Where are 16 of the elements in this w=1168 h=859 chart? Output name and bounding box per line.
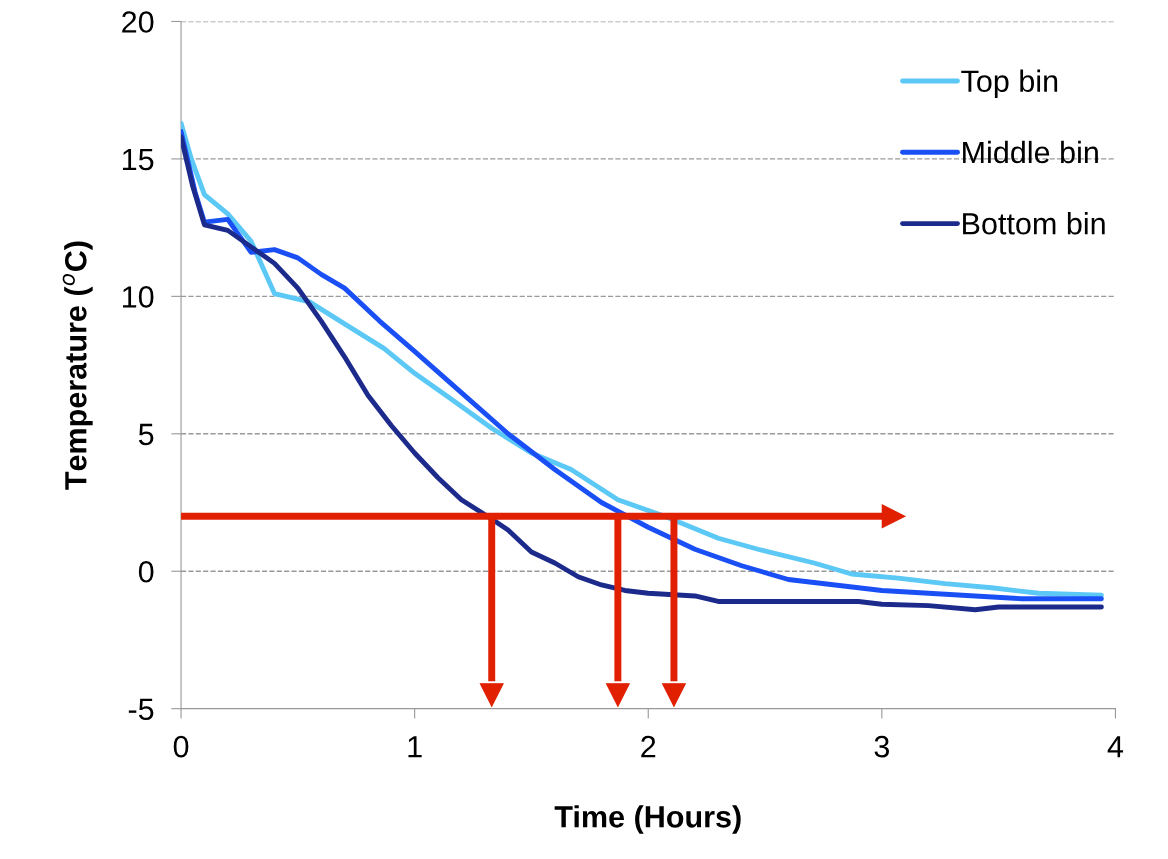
y-tick-label: -5 <box>128 698 154 721</box>
x-tick-label: 0 <box>173 735 189 758</box>
y-tick-label: 10 <box>123 286 154 308</box>
y-tick-label: 20 <box>122 11 154 33</box>
x-tick-label: 3 <box>874 735 889 758</box>
y-tick-label: 5 <box>138 423 154 446</box>
legend-label: Middle bin <box>963 140 1098 164</box>
legend-label: Bottom bin <box>963 212 1105 235</box>
x-tick-label: 4 <box>1107 736 1124 758</box>
x-tick-label: 1 <box>408 736 422 758</box>
x-tick-label: 2 <box>641 735 656 758</box>
legend-label: Top bin <box>961 69 1058 99</box>
y-axis-title: Temperature ($^{o}$C) <box>62 241 93 490</box>
y-tick-label: 15 <box>123 148 154 171</box>
y-tick-label: 0 <box>138 560 154 583</box>
x-axis-title: Time (Hours) <box>554 805 741 834</box>
